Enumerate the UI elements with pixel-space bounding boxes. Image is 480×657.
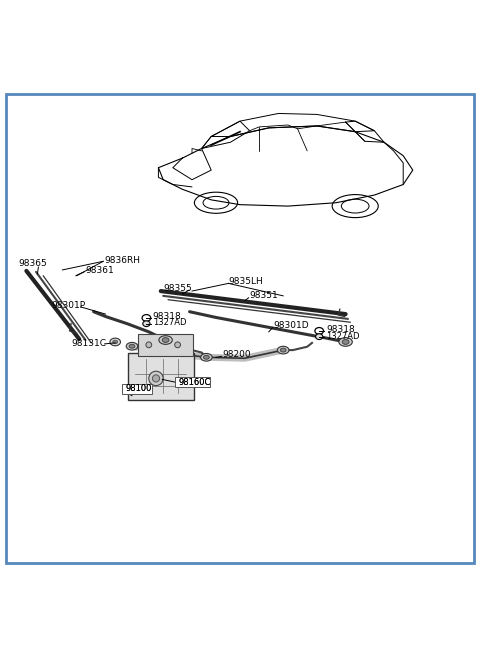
FancyBboxPatch shape xyxy=(175,378,210,387)
FancyBboxPatch shape xyxy=(122,384,152,394)
Ellipse shape xyxy=(342,340,349,344)
Text: 98351: 98351 xyxy=(250,291,278,300)
Ellipse shape xyxy=(149,371,163,386)
Ellipse shape xyxy=(110,338,120,346)
Ellipse shape xyxy=(162,338,169,342)
Text: 98200: 98200 xyxy=(223,350,252,359)
Text: 9835LH: 9835LH xyxy=(228,277,263,286)
Text: 98301D: 98301D xyxy=(274,321,309,330)
Text: 98361: 98361 xyxy=(85,266,114,275)
Ellipse shape xyxy=(175,342,180,348)
Ellipse shape xyxy=(280,348,286,352)
Ellipse shape xyxy=(143,321,150,327)
Ellipse shape xyxy=(201,353,212,361)
Text: 98100: 98100 xyxy=(125,384,152,394)
Ellipse shape xyxy=(153,375,159,382)
Ellipse shape xyxy=(316,334,323,340)
Text: 98355: 98355 xyxy=(163,284,192,293)
Ellipse shape xyxy=(126,342,138,350)
Text: 98318: 98318 xyxy=(326,325,355,334)
Ellipse shape xyxy=(339,338,352,346)
Ellipse shape xyxy=(159,336,172,344)
Text: 98301P: 98301P xyxy=(52,301,86,310)
FancyBboxPatch shape xyxy=(138,334,193,356)
Text: 1327AD: 1327AD xyxy=(326,332,360,341)
FancyBboxPatch shape xyxy=(128,353,194,399)
Ellipse shape xyxy=(146,342,152,348)
Text: 98131C: 98131C xyxy=(71,340,106,348)
Text: 98160C: 98160C xyxy=(178,378,210,387)
Ellipse shape xyxy=(315,328,324,334)
Text: 98100: 98100 xyxy=(125,384,152,394)
Text: 98365: 98365 xyxy=(18,260,47,268)
Text: 98160C: 98160C xyxy=(178,378,210,387)
Ellipse shape xyxy=(204,355,209,359)
Ellipse shape xyxy=(113,340,118,344)
Ellipse shape xyxy=(277,346,289,354)
Text: 1327AD: 1327AD xyxy=(153,318,186,327)
Ellipse shape xyxy=(129,344,135,348)
Text: 9836RH: 9836RH xyxy=(105,256,141,265)
Text: 98318: 98318 xyxy=(153,311,181,321)
Ellipse shape xyxy=(142,315,151,321)
